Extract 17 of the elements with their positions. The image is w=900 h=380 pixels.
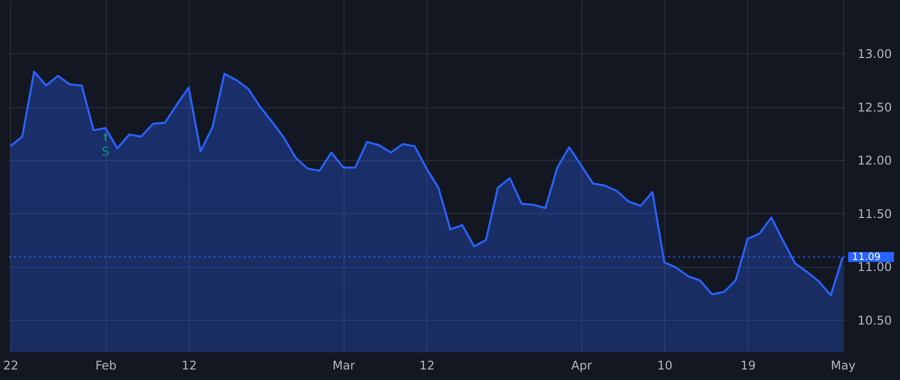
y-tick-label: 13.00 xyxy=(858,46,892,61)
x-tick-label: Apr xyxy=(571,358,592,372)
x-tick-label: Mar xyxy=(332,358,356,372)
y-tick-label: 10.50 xyxy=(858,313,892,328)
y-tick-label: 11.50 xyxy=(858,206,892,221)
annotation: S xyxy=(102,144,110,159)
y-tick-label: 11.00 xyxy=(858,260,892,274)
x-tick-label: 19 xyxy=(740,358,756,372)
ref-line-label: 11.09 xyxy=(852,252,881,263)
x-tick-label: May xyxy=(830,358,856,372)
x-tick-label: 12 xyxy=(419,358,435,372)
x-tick-label: Feb xyxy=(95,358,117,372)
x-tick-label: 22 xyxy=(3,358,18,372)
y-tick-label: 12.00 xyxy=(858,154,892,168)
y-tick-label: 12.50 xyxy=(858,100,892,114)
x-tick-label: 10 xyxy=(657,358,672,372)
x-tick-label: 12 xyxy=(182,358,197,372)
